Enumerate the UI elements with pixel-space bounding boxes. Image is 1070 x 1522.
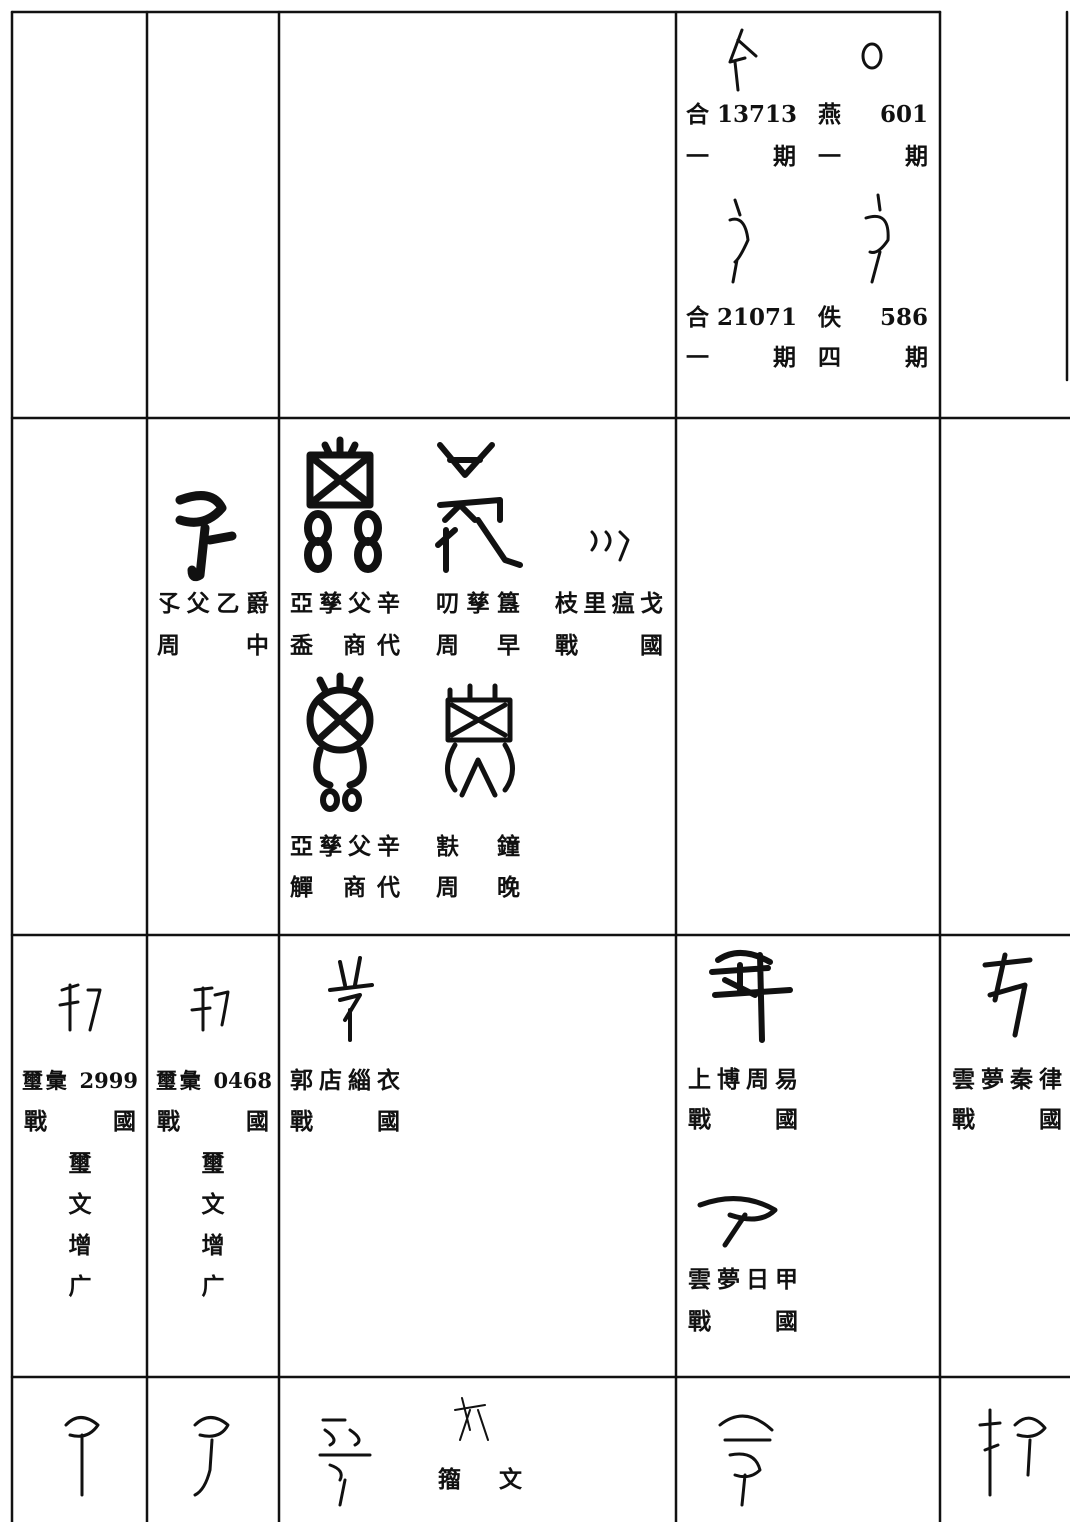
source-label: 燕 601 [818,101,928,128]
period-label: 一 期 [818,143,928,170]
period-label: 觶 商代 [290,874,400,901]
source-label: 孓父乙爵 [157,590,269,617]
period-label: 一 期 [686,143,796,170]
period-label: 戰 國 [688,1308,798,1335]
source-label: 上博周易 [688,1066,798,1093]
source-label: 佚 586 [818,304,928,331]
glyphs [58,28,1047,1507]
note: 璽文增广 [201,1150,225,1300]
period-label: 戰 國 [688,1106,798,1133]
period-label: 戰 國 [555,632,663,659]
period-label: 盉 商代 [290,632,400,659]
borders [10,10,1070,1522]
period-label: 戰 國 [290,1108,400,1135]
source-label: 合 21071 [686,304,798,331]
source-label: 郭店緇衣 [290,1067,400,1094]
period-label: 四 期 [818,344,928,371]
source-label: 璽彙 2999 [22,1068,138,1093]
period-label: 周 中 [157,632,269,659]
source-label: 枝里瘟戈 [555,590,663,617]
period-label: 一 期 [686,344,796,371]
period-label: 戰 國 [157,1108,269,1135]
source-label: 亞孳父辛 [290,833,400,860]
source-label: 亞孳父辛 [290,590,400,617]
period-label: 周 早 [436,632,520,659]
source-label: 璽彙 0468 [156,1068,272,1093]
source-label: 雲夢秦律 [952,1066,1062,1093]
script-label: 籀 文 [438,1466,522,1493]
source-label: 合 13713 [686,101,798,128]
period-label: 戰 國 [952,1106,1062,1133]
source-label: 叨孳簋 [436,590,520,617]
source-label: 㝬 鐘 [436,833,520,860]
period-label: 戰 國 [24,1108,136,1135]
period-label: 周 晚 [436,874,520,901]
source-label: 雲夢日甲 [688,1266,798,1293]
note: 璽文增广 [68,1150,92,1300]
